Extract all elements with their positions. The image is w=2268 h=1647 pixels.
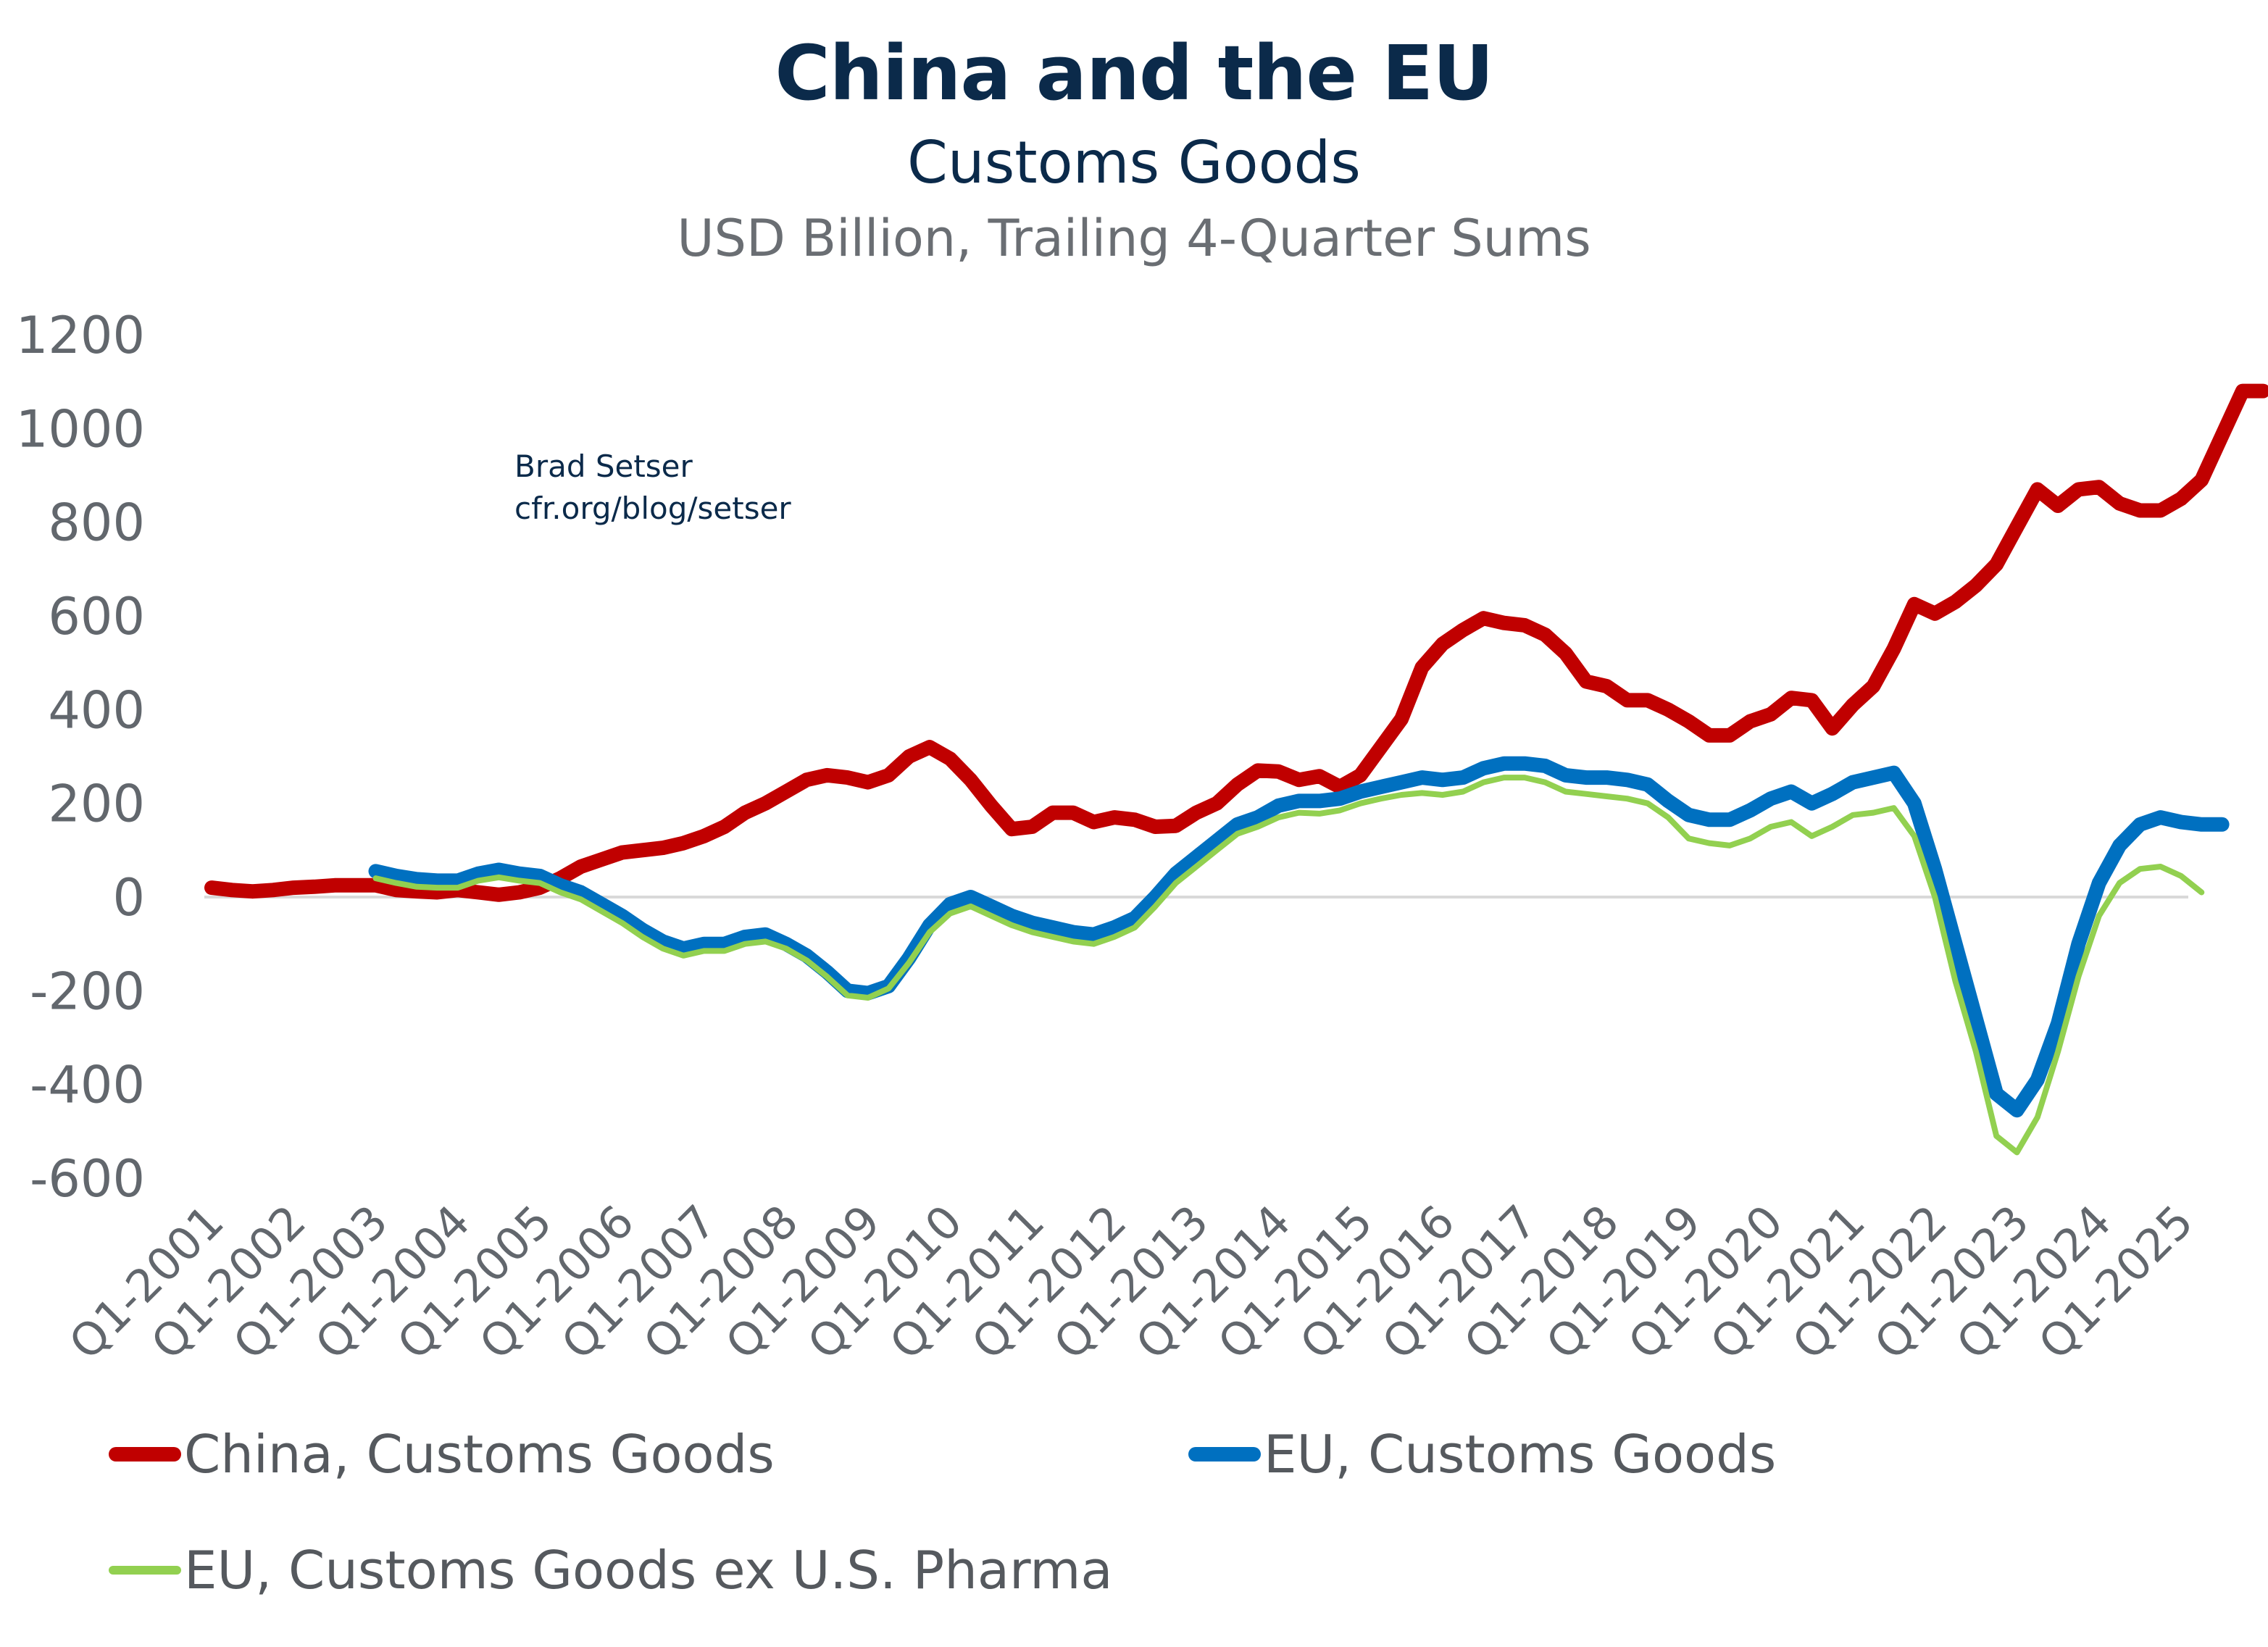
- legend-label-eu: EU, Customs Goods: [1264, 1424, 1777, 1485]
- chart-title: China and the EU: [775, 29, 1493, 117]
- y-tick-label: 200: [48, 775, 145, 834]
- y-tick-label: 400: [48, 680, 145, 740]
- y-tick-label: 1200: [16, 306, 145, 365]
- y-tick-label: -400: [30, 1056, 145, 1115]
- legend-swatch-eu: [1188, 1447, 1261, 1462]
- legend-item-eu[interactable]: EU, Customs Goods: [1188, 1424, 1776, 1485]
- legend-item-eu-ex-pharma[interactable]: EU, Customs Goods ex U.S. Pharma: [109, 1540, 1113, 1601]
- legend-label-eu-ex-pharma: EU, Customs Goods ex U.S. Pharma: [184, 1540, 1113, 1601]
- series-line-eu-customs-goods: [368, 756, 2230, 1118]
- y-tick-label: 1000: [16, 399, 145, 459]
- chart-subtitle: Customs Goods: [907, 129, 1361, 196]
- units-label: USD Billion, Trailing 4-Quarter Sums: [677, 209, 1591, 268]
- series-lines: [204, 383, 2268, 1156]
- y-tick-label: -200: [30, 962, 145, 1021]
- author-annotation: Brad Setser: [514, 449, 693, 484]
- legend-swatch-eu-ex-pharma: [109, 1566, 181, 1575]
- y-tick-label: -600: [30, 1149, 145, 1209]
- y-tick-label: 600: [48, 587, 145, 646]
- x-axis: Q1-2001Q1-2002Q1-2003Q1-2004Q1-2005Q1-20…: [59, 1195, 2203, 1369]
- legend-label-china: China, Customs Goods: [184, 1424, 775, 1485]
- y-tick-label: 800: [48, 493, 145, 553]
- y-axis: 1200 1000 800 600 400 200 0 -200 -400 -600: [16, 306, 145, 1209]
- y-tick-label: 0: [112, 868, 145, 927]
- series-line-eu-customs-goods-ex-u-s-pharma: [372, 775, 2205, 1156]
- legend-swatch-china: [109, 1447, 181, 1462]
- source-annotation: cfr.org/blog/setser: [514, 491, 791, 526]
- legend-item-china[interactable]: China, Customs Goods: [109, 1424, 775, 1485]
